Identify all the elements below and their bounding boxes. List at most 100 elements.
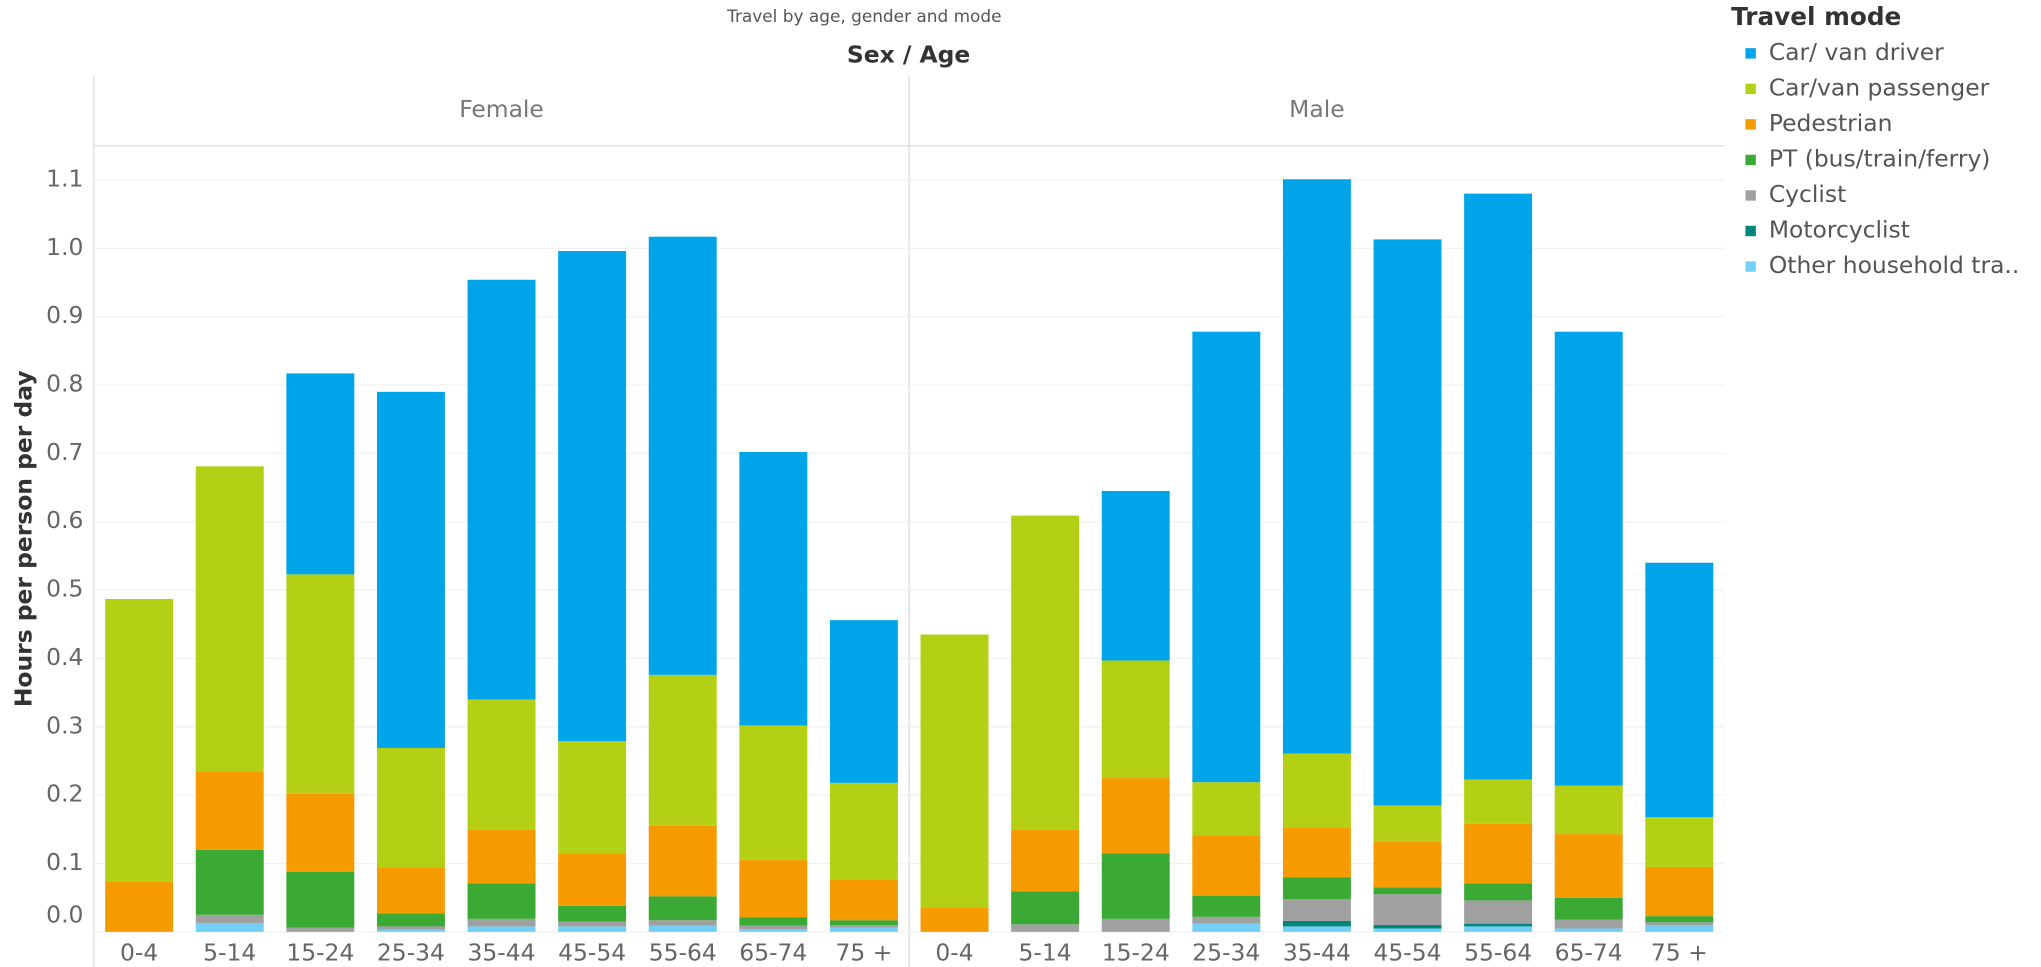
legend-label: PT (bus/train/ferry) bbox=[1769, 144, 1991, 172]
bar-segment bbox=[376, 929, 445, 932]
bar-segment bbox=[739, 917, 808, 926]
y-tick-label: 0.7 bbox=[46, 438, 83, 466]
bar-segment bbox=[1464, 193, 1533, 780]
bar-segment bbox=[286, 793, 355, 872]
legend-swatch bbox=[1745, 119, 1756, 130]
bar-segment bbox=[1464, 883, 1533, 901]
bar-segment bbox=[1192, 331, 1261, 783]
bar-segment bbox=[1101, 853, 1170, 919]
y-tick-label: 0.0 bbox=[46, 901, 83, 929]
bar-segment bbox=[1373, 887, 1442, 895]
x-tick-label: 0-4 bbox=[935, 938, 973, 966]
bar-segment bbox=[1282, 926, 1351, 932]
y-tick-label: 1.0 bbox=[46, 233, 83, 261]
bar-segment bbox=[829, 927, 898, 932]
bar-segment bbox=[1645, 916, 1714, 923]
y-tick-label: 1.1 bbox=[46, 164, 83, 192]
y-tick-label: 0.9 bbox=[46, 301, 83, 329]
x-tick-label: 75 + bbox=[836, 938, 893, 966]
bar-segment bbox=[739, 452, 808, 726]
bar-segment bbox=[1011, 515, 1080, 831]
legend-swatch bbox=[1745, 154, 1756, 166]
bar-segment bbox=[1554, 834, 1623, 898]
bar-segment bbox=[1011, 924, 1080, 932]
bar-segment bbox=[195, 922, 264, 932]
bar-segment bbox=[467, 918, 536, 927]
bar-segment bbox=[1282, 827, 1351, 878]
y-tick-label: 0.8 bbox=[46, 370, 83, 398]
x-tick-label: 65-74 bbox=[1555, 938, 1623, 966]
bar-segment bbox=[648, 825, 717, 897]
bar-segment bbox=[558, 853, 627, 906]
bar-segment bbox=[1464, 779, 1533, 824]
bar-segment bbox=[195, 771, 264, 850]
bar-segment bbox=[1645, 925, 1714, 932]
bar-segment bbox=[1282, 179, 1351, 754]
bar-segment bbox=[1554, 897, 1623, 920]
bar-segment bbox=[376, 391, 445, 748]
bar-segment bbox=[829, 782, 898, 880]
x-tick-label: 45-54 bbox=[1374, 938, 1442, 966]
bar-segment bbox=[829, 879, 898, 921]
x-tick-label: 45-54 bbox=[558, 938, 626, 966]
bar-segment bbox=[105, 881, 174, 932]
bar-segment bbox=[1373, 894, 1442, 926]
y-tick-label: 0.1 bbox=[46, 848, 83, 876]
legend-swatch bbox=[1745, 83, 1756, 95]
bar-segment bbox=[558, 741, 627, 854]
x-tick-label: 15-24 bbox=[1102, 938, 1170, 966]
bar-segment bbox=[1554, 785, 1623, 835]
bar-segment bbox=[1554, 928, 1623, 932]
x-tick-label: 25-34 bbox=[1192, 938, 1260, 966]
x-tick-label: 75 + bbox=[1651, 938, 1708, 966]
x-tick-label: 35-44 bbox=[1283, 938, 1351, 966]
bar-segment bbox=[1373, 841, 1442, 888]
bar-segment bbox=[376, 913, 445, 927]
bar-segment bbox=[1101, 918, 1170, 932]
bar-segment bbox=[467, 699, 536, 831]
bar-segment bbox=[467, 830, 536, 884]
legend-swatch bbox=[1745, 48, 1756, 59]
bar-segment bbox=[195, 466, 264, 772]
bar-segment bbox=[739, 860, 808, 918]
x-tick-label: 5-14 bbox=[203, 938, 256, 966]
bar-segment bbox=[195, 849, 264, 915]
bar-segment bbox=[648, 236, 717, 675]
bar-segment bbox=[1645, 817, 1714, 867]
bar-segment bbox=[739, 925, 808, 930]
y-tick-label: 0.6 bbox=[46, 506, 83, 534]
x-tick-label: 55-64 bbox=[649, 938, 717, 966]
bar-segment bbox=[1282, 877, 1351, 900]
bar-segment bbox=[1554, 919, 1623, 929]
chart-title: Travel by age, gender and mode bbox=[726, 6, 1001, 26]
bar-segment bbox=[1192, 923, 1261, 932]
legend-label: Other household tra.. bbox=[1769, 251, 2019, 279]
bar-segment bbox=[1192, 835, 1261, 896]
bar-segment bbox=[1192, 916, 1261, 924]
bar-segment bbox=[105, 598, 174, 882]
bar-segment bbox=[829, 920, 898, 926]
y-axis-label: Hours per person per day bbox=[9, 370, 37, 707]
bar-segment bbox=[648, 920, 717, 926]
bar-segment bbox=[1011, 830, 1080, 892]
bar-segment bbox=[1373, 925, 1442, 929]
bar-segment bbox=[1554, 331, 1623, 786]
bar-segment bbox=[1373, 239, 1442, 806]
legend-swatch bbox=[1745, 190, 1756, 201]
y-tick-label: 0.2 bbox=[46, 780, 83, 808]
bar-segment bbox=[648, 925, 717, 932]
legend-swatch bbox=[1745, 225, 1756, 237]
bar-segment bbox=[1282, 753, 1351, 828]
bar-segment bbox=[1464, 823, 1533, 884]
legend-title: Travel mode bbox=[1731, 2, 1901, 31]
bar-segment bbox=[1464, 900, 1533, 924]
bar-segment bbox=[1192, 782, 1261, 836]
legend-label: Pedestrian bbox=[1769, 109, 1893, 137]
x-tick-label: 25-34 bbox=[377, 938, 445, 966]
bar-segment bbox=[739, 929, 808, 932]
bar-segment bbox=[1464, 923, 1533, 927]
legend-label: Cyclist bbox=[1769, 180, 1846, 208]
bar-segment bbox=[1645, 866, 1714, 917]
bar-segment bbox=[1373, 805, 1442, 842]
